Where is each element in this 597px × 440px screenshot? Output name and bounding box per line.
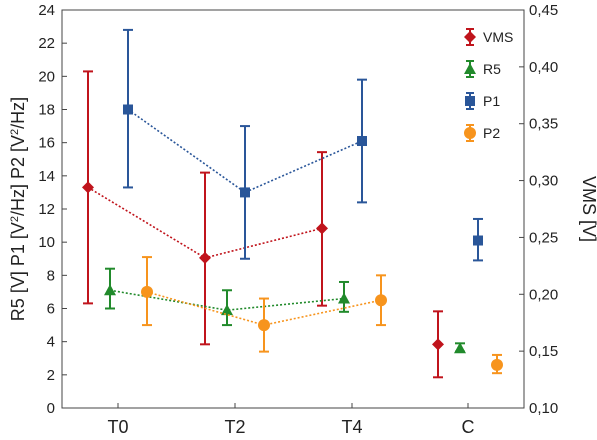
right-tick-label: 0,30 bbox=[529, 173, 558, 190]
legend-item-p2: P2 bbox=[464, 124, 500, 142]
right-tick-label: 0,15 bbox=[529, 343, 558, 360]
series-connector-line bbox=[109, 289, 345, 311]
right-axis-ticks: 0,10 0,15 0,20 0,25 0,30 0,35 0,40 0,45 bbox=[519, 2, 558, 417]
legend-label: P1 bbox=[483, 93, 500, 109]
left-tick-label: 6 bbox=[47, 301, 55, 318]
right-tick-label: 0,40 bbox=[529, 59, 558, 76]
data-point-marker bbox=[316, 222, 328, 235]
axis-title-part: P2 [V bbox=[8, 135, 28, 184]
legend-item-r5: R5 bbox=[464, 60, 501, 78]
data-point-marker bbox=[141, 285, 153, 298]
data-point-marker bbox=[464, 63, 476, 74]
data-point-marker bbox=[199, 251, 211, 264]
data-point-marker bbox=[432, 338, 444, 351]
data-point-marker bbox=[375, 294, 387, 307]
x-tick-label: T4 bbox=[341, 417, 362, 437]
left-axis-title-text: R5 [V] P1 [V2/Hz] P2 [V2/Hz] bbox=[8, 97, 28, 321]
axis-title-part: /Hz] bbox=[8, 97, 28, 129]
data-point-marker bbox=[464, 127, 476, 139]
axis-title-superscript: 2 bbox=[9, 216, 21, 222]
left-tick-label: 12 bbox=[38, 201, 55, 218]
data-point-marker bbox=[454, 342, 466, 354]
x-tick-label: T2 bbox=[224, 417, 245, 437]
left-tick-label: 14 bbox=[38, 168, 55, 185]
data-point-marker bbox=[123, 104, 133, 115]
right-tick-label: 0,45 bbox=[529, 2, 558, 19]
right-tick-label: 0,10 bbox=[529, 400, 558, 417]
series-p2 bbox=[141, 256, 503, 375]
left-tick-label: 8 bbox=[47, 267, 55, 284]
data-point-marker bbox=[82, 181, 94, 194]
data-point-marker bbox=[357, 136, 367, 147]
axis-title-superscript: 2 bbox=[9, 129, 21, 135]
left-tick-label: 24 bbox=[38, 2, 55, 19]
data-point-marker bbox=[464, 31, 476, 43]
data-point-marker bbox=[258, 319, 270, 332]
legend-label: P2 bbox=[483, 125, 500, 141]
series-connector-line bbox=[127, 108, 363, 194]
series-layer bbox=[82, 28, 503, 379]
left-axis-title: R5 [V] P1 [V2/Hz] P2 [V2/Hz] bbox=[8, 97, 28, 321]
data-point-marker bbox=[104, 284, 116, 296]
data-point-marker bbox=[240, 187, 250, 198]
x-axis-categories: T0 T2 T4 C bbox=[107, 403, 475, 437]
axis-title-part: /Hz] bbox=[8, 184, 28, 216]
x-tick-label: C bbox=[462, 417, 475, 437]
left-tick-label: 0 bbox=[47, 400, 55, 417]
series-vms bbox=[82, 70, 444, 379]
legend-label: VMS bbox=[483, 29, 513, 45]
data-point-marker bbox=[473, 235, 483, 246]
x-tick-label: T0 bbox=[107, 417, 128, 437]
axis-title-part: R5 [V] bbox=[8, 271, 28, 321]
data-point-marker bbox=[491, 358, 503, 371]
right-tick-label: 0,20 bbox=[529, 286, 558, 303]
left-tick-label: 22 bbox=[38, 35, 55, 52]
series-p1 bbox=[123, 28, 483, 262]
legend-item-vms: VMS bbox=[464, 28, 513, 46]
data-point-marker bbox=[338, 292, 350, 304]
legend-label: R5 bbox=[483, 61, 501, 77]
left-tick-label: 20 bbox=[38, 68, 55, 85]
left-tick-label: 4 bbox=[47, 334, 55, 351]
legend: VMS R5 P1 P2 bbox=[464, 28, 513, 142]
left-tick-label: 10 bbox=[38, 234, 55, 251]
left-tick-label: 2 bbox=[47, 367, 55, 384]
data-point-marker bbox=[465, 96, 475, 106]
right-tick-label: 0,35 bbox=[529, 116, 558, 133]
series-r5 bbox=[104, 267, 466, 354]
plot-area bbox=[61, 9, 525, 409]
left-tick-label: 16 bbox=[38, 135, 55, 152]
axis-title-part: P1 [V bbox=[8, 222, 28, 271]
right-tick-label: 0,25 bbox=[529, 229, 558, 246]
right-axis-title-text: VMS [V] bbox=[579, 176, 597, 242]
left-tick-label: 18 bbox=[38, 102, 55, 119]
right-axis-title: VMS [V] bbox=[579, 176, 597, 242]
legend-item-p1: P1 bbox=[465, 92, 500, 110]
data-point-marker bbox=[221, 304, 233, 316]
